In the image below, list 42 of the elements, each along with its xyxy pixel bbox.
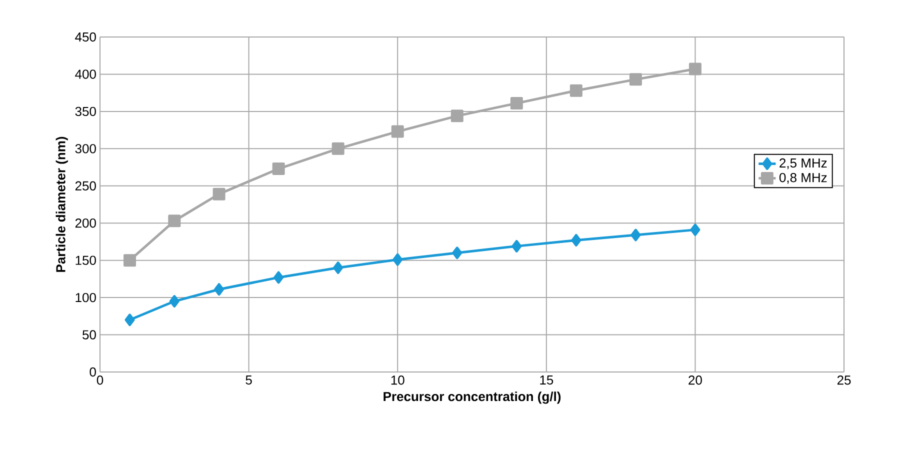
point [124, 254, 136, 267]
point [392, 253, 403, 266]
y-tick-label: 200 [75, 218, 96, 228]
x-tick-label: 20 [688, 376, 702, 385]
point [124, 314, 135, 326]
legend-label: 0,8 MHz [779, 172, 827, 184]
point [391, 125, 404, 138]
point [450, 110, 464, 122]
point [333, 262, 344, 274]
point [332, 142, 344, 155]
x-tick-label: 0 [96, 376, 104, 385]
legend-label: 2,5 MHz [780, 158, 827, 170]
x-tick-label: 25 [837, 376, 851, 385]
x-tick-label: 10 [391, 376, 404, 385]
point [629, 73, 642, 86]
y-tick-label: 350 [75, 106, 96, 116]
x-axis-title: Precursor concentration (g/l) [384, 392, 561, 404]
y-tick-label: 0 [90, 367, 96, 377]
point [214, 283, 224, 296]
point [571, 234, 582, 246]
x-tick-label: 15 [540, 376, 554, 385]
y-tick-label: 150 [76, 256, 96, 265]
y-tick-label: 400 [75, 70, 96, 79]
y-tick-label: 100 [76, 292, 96, 302]
point [274, 271, 284, 284]
point [688, 62, 702, 76]
point [212, 188, 226, 200]
y-axis-title: Particle diameter (nm) [56, 136, 68, 272]
point [272, 162, 285, 176]
point [510, 97, 523, 110]
y-tick-label: 250 [75, 181, 96, 190]
point [512, 240, 522, 252]
y-tick-label: 300 [75, 144, 96, 154]
y-tick-label: 50 [82, 330, 96, 340]
y-tick-label: 450 [75, 32, 96, 42]
x-tick-label: 5 [246, 376, 252, 385]
point [570, 84, 582, 97]
point [630, 228, 641, 242]
point [452, 246, 462, 260]
point [168, 214, 181, 228]
point [169, 295, 180, 308]
point [690, 224, 700, 236]
